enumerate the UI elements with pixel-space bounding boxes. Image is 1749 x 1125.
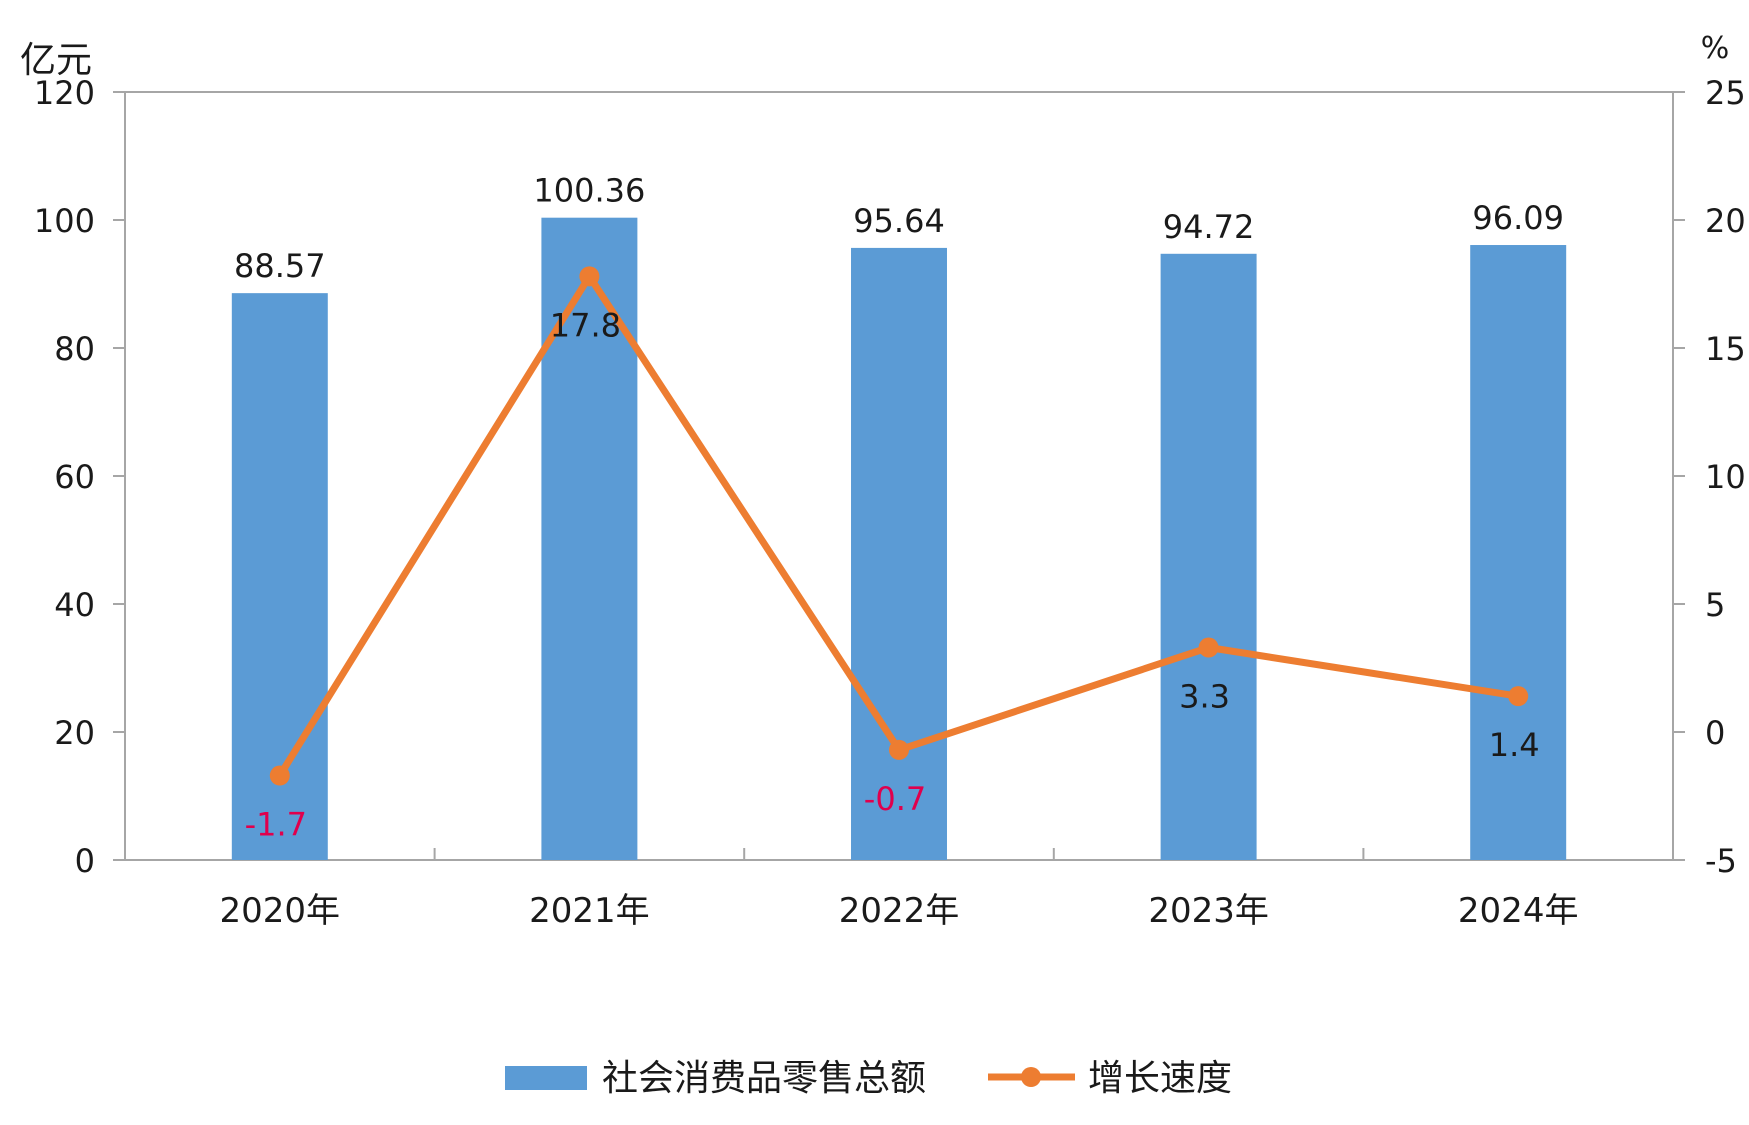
y-right-axis: -5 0 5 10 15 20 25 <box>1673 74 1746 880</box>
bar-value-label: 96.09 <box>1472 199 1564 237</box>
line-point <box>1508 686 1529 707</box>
line-point <box>889 739 909 760</box>
y-right-tick-label: 5 <box>1705 586 1725 624</box>
y-left-tick-label: 80 <box>54 330 95 368</box>
bar <box>851 247 947 861</box>
legend-label-bar: 社会消费品零售总额 <box>602 1058 926 1099</box>
bar-value-label: 95.64 <box>853 202 945 240</box>
line-point <box>269 765 290 786</box>
line-series <box>269 266 1529 786</box>
y-left-tick-label: 60 <box>54 458 95 496</box>
y-left-tick-label: 0 <box>75 842 95 880</box>
line-value-label: 3.3 <box>1179 678 1230 716</box>
y-left-tick-label: 40 <box>54 586 95 624</box>
line-point <box>1198 637 1219 658</box>
legend-label-line: 增长速度 <box>1088 1058 1232 1099</box>
bar-data-labels: 88.57 100.36 95.64 94.72 96.09 <box>234 172 1564 285</box>
x-tick-label: 2021年 <box>529 891 650 931</box>
bar <box>1160 253 1257 861</box>
line-data-labels: -1.7 17.8 -0.7 3.3 1.4 <box>245 306 1540 843</box>
y-right-tick-label: 0 <box>1705 714 1725 752</box>
y-right-tick-label: -5 <box>1705 842 1737 880</box>
bar-series <box>231 217 1567 861</box>
bar-value-label: 100.36 <box>533 172 645 210</box>
line-value-label: -1.7 <box>245 806 307 844</box>
y-left-tick-label: 100 <box>34 202 95 240</box>
x-tick-label: 2022年 <box>839 891 960 931</box>
y-right-tick-label: 15 <box>1705 330 1746 368</box>
legend: 社会消费品零售总额 增长速度 <box>505 1058 1232 1099</box>
bar-value-label: 94.72 <box>1163 208 1255 246</box>
x-tick-label: 2023年 <box>1148 891 1269 931</box>
line-point <box>579 266 600 287</box>
y-right-tick-label: 20 <box>1705 202 1746 240</box>
y-right-unit: % <box>1701 31 1730 66</box>
y-left-unit: 亿元 <box>20 40 92 81</box>
y-right-tick-label: 25 <box>1705 74 1746 112</box>
y-left-tick-label: 120 <box>34 74 95 112</box>
y-left-tick-label: 20 <box>54 714 95 752</box>
x-axis: 2020年 2021年 2022年 2023年 2024年 <box>220 848 1579 931</box>
line-value-label: 17.8 <box>550 306 621 344</box>
line-value-label: 1.4 <box>1489 726 1540 764</box>
bar-value-label: 88.57 <box>234 247 326 285</box>
x-tick-label: 2024年 <box>1458 891 1579 931</box>
legend-swatch-marker <box>1021 1067 1041 1087</box>
line-value-label: -0.7 <box>864 780 926 818</box>
y-right-tick-label: 10 <box>1705 458 1746 496</box>
y-left-axis: 0 20 40 60 80 100 120 <box>34 74 125 880</box>
bar <box>1470 245 1567 861</box>
legend-swatch-bar <box>505 1066 587 1090</box>
x-tick-label: 2020年 <box>220 891 341 931</box>
